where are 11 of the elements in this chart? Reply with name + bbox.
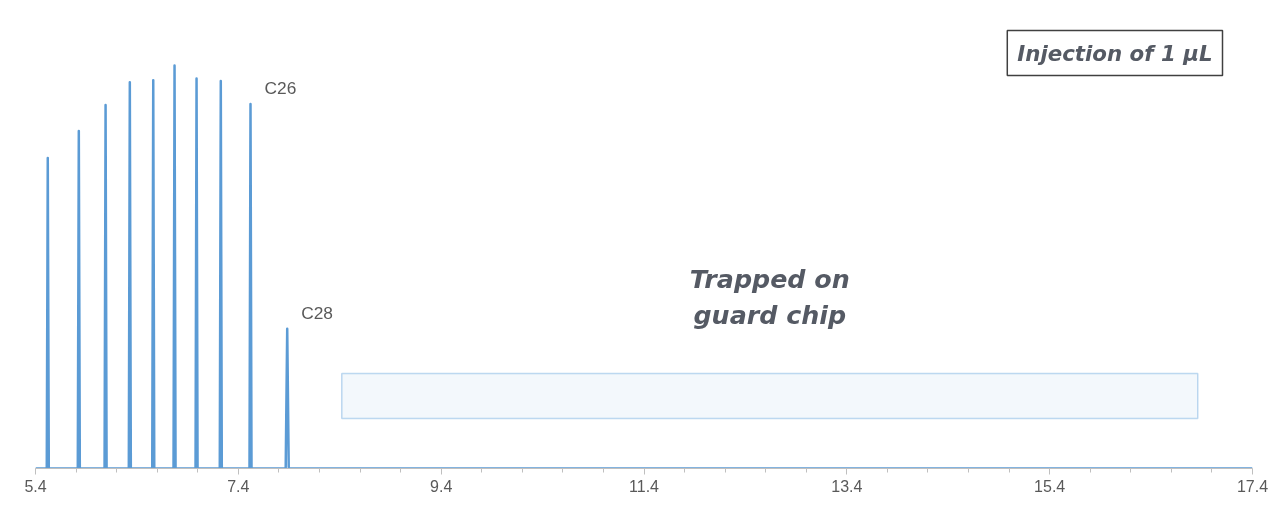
annotation: C26: [264, 77, 297, 98]
band-label: Trapped on guard chip: [689, 263, 850, 330]
x-tick-label: 15.4: [1034, 477, 1066, 495]
annotation: C28: [301, 302, 334, 323]
x-tick-label: 13.4: [831, 477, 863, 495]
x-tick-label: 7.4: [227, 477, 250, 495]
x-tick-label: 5.4: [24, 477, 47, 495]
chart-title: Injection of 1 µL: [1017, 40, 1213, 66]
x-tick-label: 17.4: [1236, 477, 1268, 495]
x-tick-label: 9.4: [430, 477, 453, 495]
x-tick-label: 11.4: [629, 477, 660, 495]
